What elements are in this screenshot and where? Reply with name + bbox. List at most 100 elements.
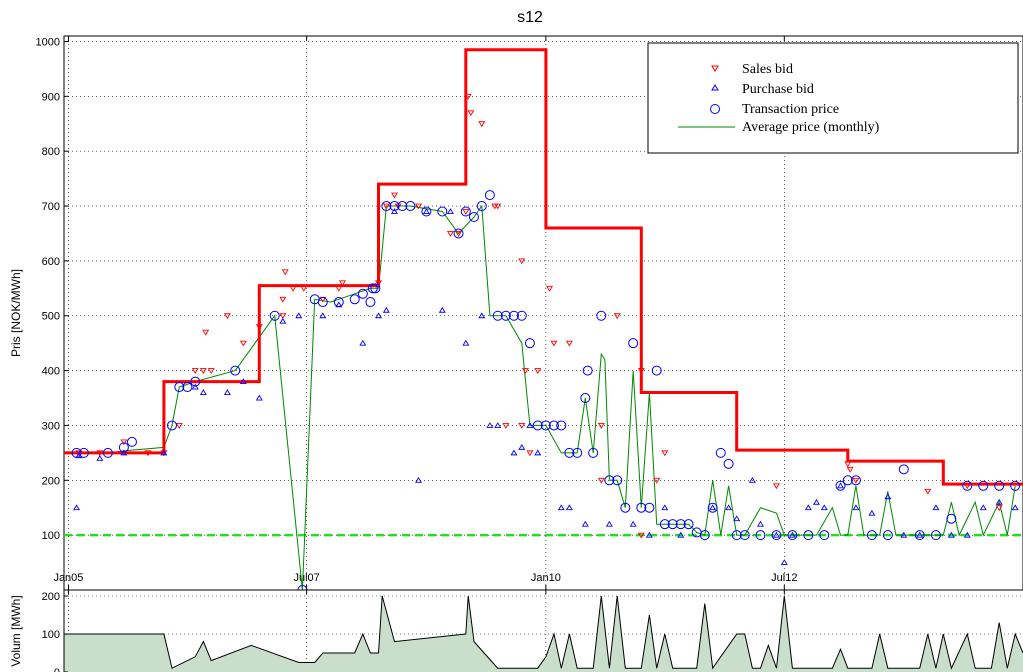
transaction-price-point	[548, 420, 559, 431]
price-axis-ticks: 100 200 300 400 500 600 700 800 900 1000 Jan05 Jul0…	[36, 36, 797, 590]
transaction-price-point	[437, 206, 448, 217]
purchase-bid-point	[415, 476, 423, 483]
purchase-bid-point	[979, 504, 987, 511]
volume-area-fill	[64, 596, 1023, 672]
sales-bid-point	[199, 368, 207, 374]
purchase-bid-point	[422, 208, 430, 214]
sales-bid-point	[772, 483, 780, 490]
purchase-bid-point	[868, 509, 876, 516]
purchase-bid-point	[884, 493, 892, 500]
sales-bid-point	[279, 313, 287, 320]
purchase-bid-point	[605, 520, 613, 527]
purchase-bid-point	[788, 531, 796, 538]
purchase-bid-point	[510, 449, 518, 456]
sales-bid-point	[281, 269, 289, 276]
purchase-bid-point	[199, 389, 207, 395]
purchase-bid-point	[160, 449, 168, 456]
sales-bid-point	[478, 121, 486, 128]
purchase-bid-point	[191, 383, 199, 390]
transaction-price-point	[882, 530, 893, 541]
sales-bid-point	[390, 192, 398, 199]
transaction-price-point	[755, 530, 766, 541]
chart-legend: Sales bid Purchase bid Transaction price…	[647, 42, 1019, 154]
price-tick-label-y: 600	[42, 256, 60, 268]
transaction-price-point	[349, 294, 360, 305]
sales-bid-point	[338, 280, 346, 287]
purchase-bid-point	[780, 559, 788, 566]
transaction-price-point	[126, 436, 137, 447]
sales-bid-point	[518, 422, 526, 429]
purchase-bid-point	[1011, 504, 1019, 511]
transaction-price-point	[771, 530, 782, 541]
sales-bid-point	[534, 368, 542, 374]
transaction-price-point	[930, 530, 941, 541]
purchase-bid-point	[375, 312, 383, 319]
transaction-price-point	[540, 420, 551, 431]
transaction-price-point	[476, 201, 487, 212]
price-tick-label-y: 700	[42, 201, 60, 213]
transaction-price-point	[71, 447, 82, 458]
volume-series	[64, 595, 1023, 672]
transaction-price-point	[468, 212, 479, 223]
price-tick-label-x: Jan10	[531, 572, 561, 584]
sales-bid-point	[255, 324, 263, 331]
transaction-price-point	[389, 201, 400, 212]
transaction-price-point	[723, 458, 734, 469]
legend-purchase-bid: Purchase bid	[711, 82, 814, 97]
transaction-price-point	[492, 310, 503, 321]
purchase-bid-point	[255, 394, 263, 401]
transaction-price-point	[675, 519, 686, 530]
transaction-price-point	[651, 365, 662, 376]
purchase-bid-point	[725, 504, 733, 511]
volume-axis-label: Volum [MWh]	[9, 595, 23, 666]
purchase-bid-point	[478, 312, 486, 319]
transaction-price-point	[365, 297, 376, 308]
volume-tick-label-y: 100	[42, 629, 60, 641]
sales-bid-point	[521, 368, 529, 374]
transaction-price-point	[500, 310, 511, 321]
transaction-price-point	[182, 382, 193, 393]
transaction-price-point	[102, 447, 113, 458]
transaction-price-point	[580, 393, 591, 404]
sales-bid-point	[844, 461, 852, 468]
legend-sales-bid-label: Sales bid	[742, 62, 793, 77]
transaction-price-point	[460, 206, 471, 217]
purchase-bid-point	[677, 531, 685, 538]
sales-bid-point	[239, 340, 247, 347]
purchase-bid-point	[772, 531, 780, 538]
purchase-bid-point	[239, 378, 247, 385]
transaction-price-point	[174, 382, 185, 393]
price-tick-label-y: 300	[42, 420, 60, 432]
average-price-line	[76, 204, 1016, 590]
purchase-bid-point	[557, 504, 565, 511]
purchase-bid-point	[295, 312, 303, 319]
sales-bid-point	[597, 422, 605, 429]
transaction-price-point	[556, 420, 567, 431]
purchase-bid-point	[900, 531, 908, 538]
sales-bid-point	[502, 422, 510, 429]
purchase-bid-point	[932, 504, 940, 511]
purchase-bid-point	[629, 520, 637, 527]
purchase-bid-point	[526, 422, 534, 428]
sales-bid-point	[223, 313, 231, 320]
transaction-price-point	[381, 201, 392, 212]
sales-bid-point	[494, 203, 502, 210]
transaction-price-point	[397, 201, 408, 212]
transaction-price-point	[453, 228, 464, 239]
purchase-bid-point	[494, 422, 502, 428]
purchase-bid-point	[581, 520, 589, 527]
price-tick-label-x: Jul12	[771, 572, 797, 584]
purchase-bid-point	[820, 504, 828, 511]
transaction-price-point	[787, 530, 798, 541]
transaction-price-point	[421, 206, 432, 217]
sales-bid-point	[191, 368, 199, 374]
transaction-price-point	[803, 530, 814, 541]
sales-bid-point	[120, 439, 128, 446]
transaction-price-point	[962, 480, 973, 491]
transaction-price-point	[850, 475, 861, 486]
transaction-price-point	[628, 338, 639, 349]
purchase-bid-point	[359, 339, 367, 346]
purchase-bid-point	[916, 531, 924, 538]
transaction-price-point	[994, 480, 1005, 491]
